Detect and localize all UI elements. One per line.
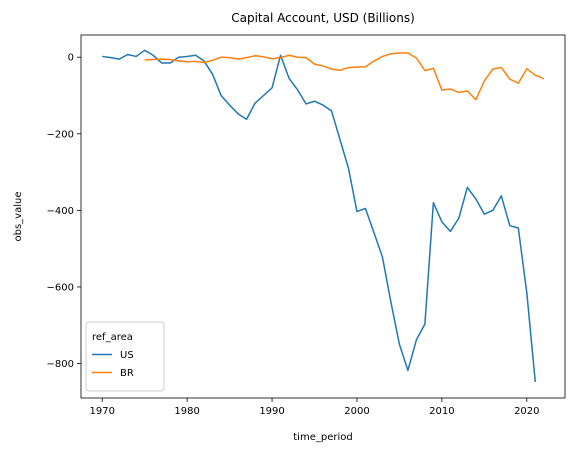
x-axis-label: time_period <box>293 432 352 443</box>
y-tick-label: −400 <box>47 206 74 217</box>
y-tick-label: −800 <box>47 359 74 370</box>
legend-label-us: US <box>120 350 134 361</box>
x-tick-label: 2000 <box>344 406 369 417</box>
legend-entries: US BR <box>92 350 134 379</box>
x-tick-label: 2020 <box>514 406 539 417</box>
y-tick-label: 0 <box>68 53 74 64</box>
series-layer <box>102 49 545 382</box>
legend-label-br: BR <box>120 368 134 379</box>
y-axis-label: obs_value <box>13 192 24 242</box>
series-line-us <box>102 49 537 382</box>
x-tick-label: 1970 <box>90 406 115 417</box>
legend-box <box>85 321 165 392</box>
plot-area <box>80 34 566 399</box>
series-line-br <box>144 52 545 101</box>
x-axis-ticks: 1970 1980 1990 2000 2010 2020 <box>90 398 540 417</box>
legend: ref_area US BR <box>85 321 165 392</box>
y-tick-label: −200 <box>47 129 74 140</box>
plot-border <box>80 34 566 399</box>
legend-title: ref_area <box>92 332 133 343</box>
y-tick-label: −600 <box>47 282 74 293</box>
x-tick-label: 2010 <box>429 406 454 417</box>
y-axis-ticks: −800 −600 −400 −200 0 <box>47 53 81 370</box>
x-tick-label: 1980 <box>174 406 199 417</box>
series-br <box>144 52 545 101</box>
chart-title: Capital Account, USD (Billions) <box>231 11 415 25</box>
series-us <box>102 49 537 382</box>
x-tick-label: 1990 <box>259 406 284 417</box>
